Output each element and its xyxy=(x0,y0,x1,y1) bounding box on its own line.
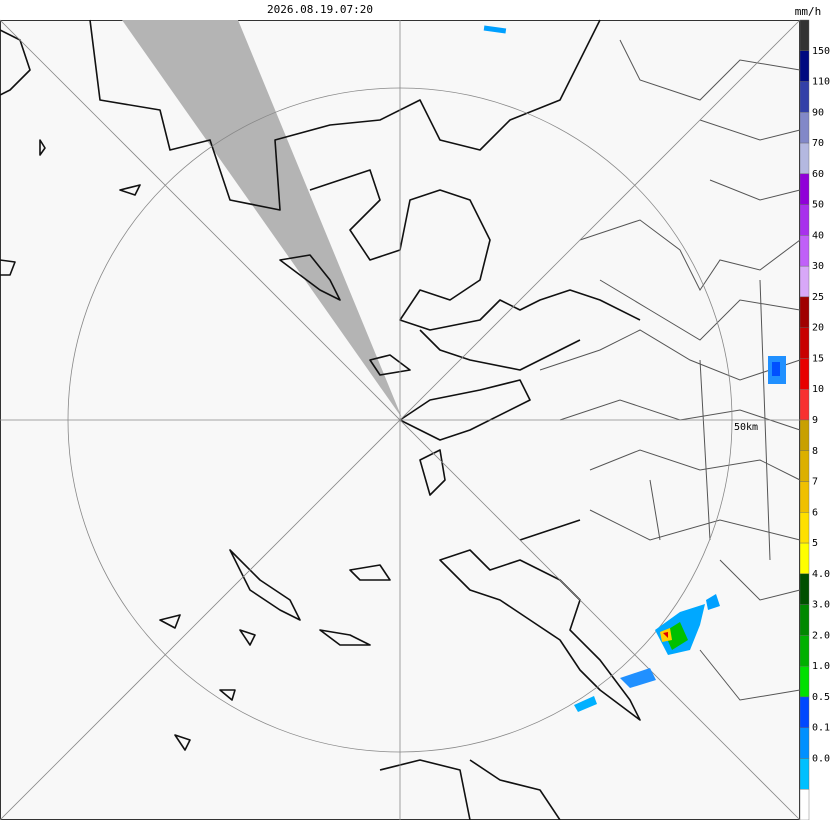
legend-swatch xyxy=(799,358,810,390)
legend-swatch xyxy=(799,635,810,667)
legend-swatch xyxy=(799,727,810,759)
legend-swatch xyxy=(799,665,810,698)
legend-label: 9 xyxy=(812,415,818,426)
legend-label: 110 xyxy=(812,77,830,88)
echoes xyxy=(483,25,786,712)
legend-swatch xyxy=(799,419,810,451)
legend-label: 3.0 xyxy=(812,600,830,611)
legend-label: 20 xyxy=(812,323,824,334)
legend-swatch xyxy=(799,389,810,421)
legend-label: 2.0 xyxy=(812,630,830,641)
legend-label: 6 xyxy=(812,507,818,518)
legend-label: 30 xyxy=(812,261,824,272)
legend-label: 10 xyxy=(812,384,824,395)
legend-label: 25 xyxy=(812,292,824,303)
legend-label: 8 xyxy=(812,446,818,457)
legend: 150 110 90 70 60 50 40 30 25 20 15 10 9 8 7 6 5 4.0 3.0 2.0… xyxy=(799,19,830,820)
legend-swatch xyxy=(799,50,810,82)
legend-swatch xyxy=(799,450,810,482)
legend-swatch xyxy=(799,296,810,328)
legend-label: 60 xyxy=(812,169,824,180)
legend-swatch xyxy=(799,604,810,636)
legend-swatch xyxy=(799,265,810,298)
legend-label: 4.0 xyxy=(812,569,830,580)
range-label: 50km xyxy=(734,422,758,433)
beam-blockage xyxy=(122,20,402,418)
legend-label: 5 xyxy=(812,538,818,549)
legend-swatch xyxy=(799,542,810,575)
legend-swatch xyxy=(799,696,810,728)
legend-swatch xyxy=(799,481,810,513)
legend-swatch xyxy=(799,789,810,820)
unit-label: mm/h xyxy=(795,5,822,18)
legend-swatch xyxy=(799,204,810,236)
legend-swatch xyxy=(799,142,810,175)
legend-swatch xyxy=(799,573,810,605)
legend-swatch xyxy=(799,19,810,51)
legend-label: 0.1 xyxy=(812,723,830,734)
legend-swatch xyxy=(799,112,810,144)
map: 50km xyxy=(0,19,801,820)
legend-swatch xyxy=(799,327,810,359)
legend-swatch xyxy=(799,235,810,267)
legend-label: 0.0 xyxy=(812,753,830,764)
legend-label: 1.0 xyxy=(812,661,830,672)
radar-guides xyxy=(0,19,801,820)
legend-label: 0.5 xyxy=(812,692,830,703)
legend-label: 15 xyxy=(812,353,824,364)
legend-swatch xyxy=(799,512,810,544)
legend-swatch xyxy=(799,81,810,113)
legend-swatch xyxy=(799,758,810,790)
legend-label: 50 xyxy=(812,200,824,211)
legend-label: 40 xyxy=(812,230,824,241)
legend-swatch xyxy=(799,173,810,205)
legend-label: 70 xyxy=(812,138,824,149)
timestamp: 2026.08.19.07:20 xyxy=(267,3,373,16)
legend-label: 7 xyxy=(812,477,818,488)
legend-label: 150 xyxy=(812,46,830,57)
legend-label: 90 xyxy=(812,107,824,118)
